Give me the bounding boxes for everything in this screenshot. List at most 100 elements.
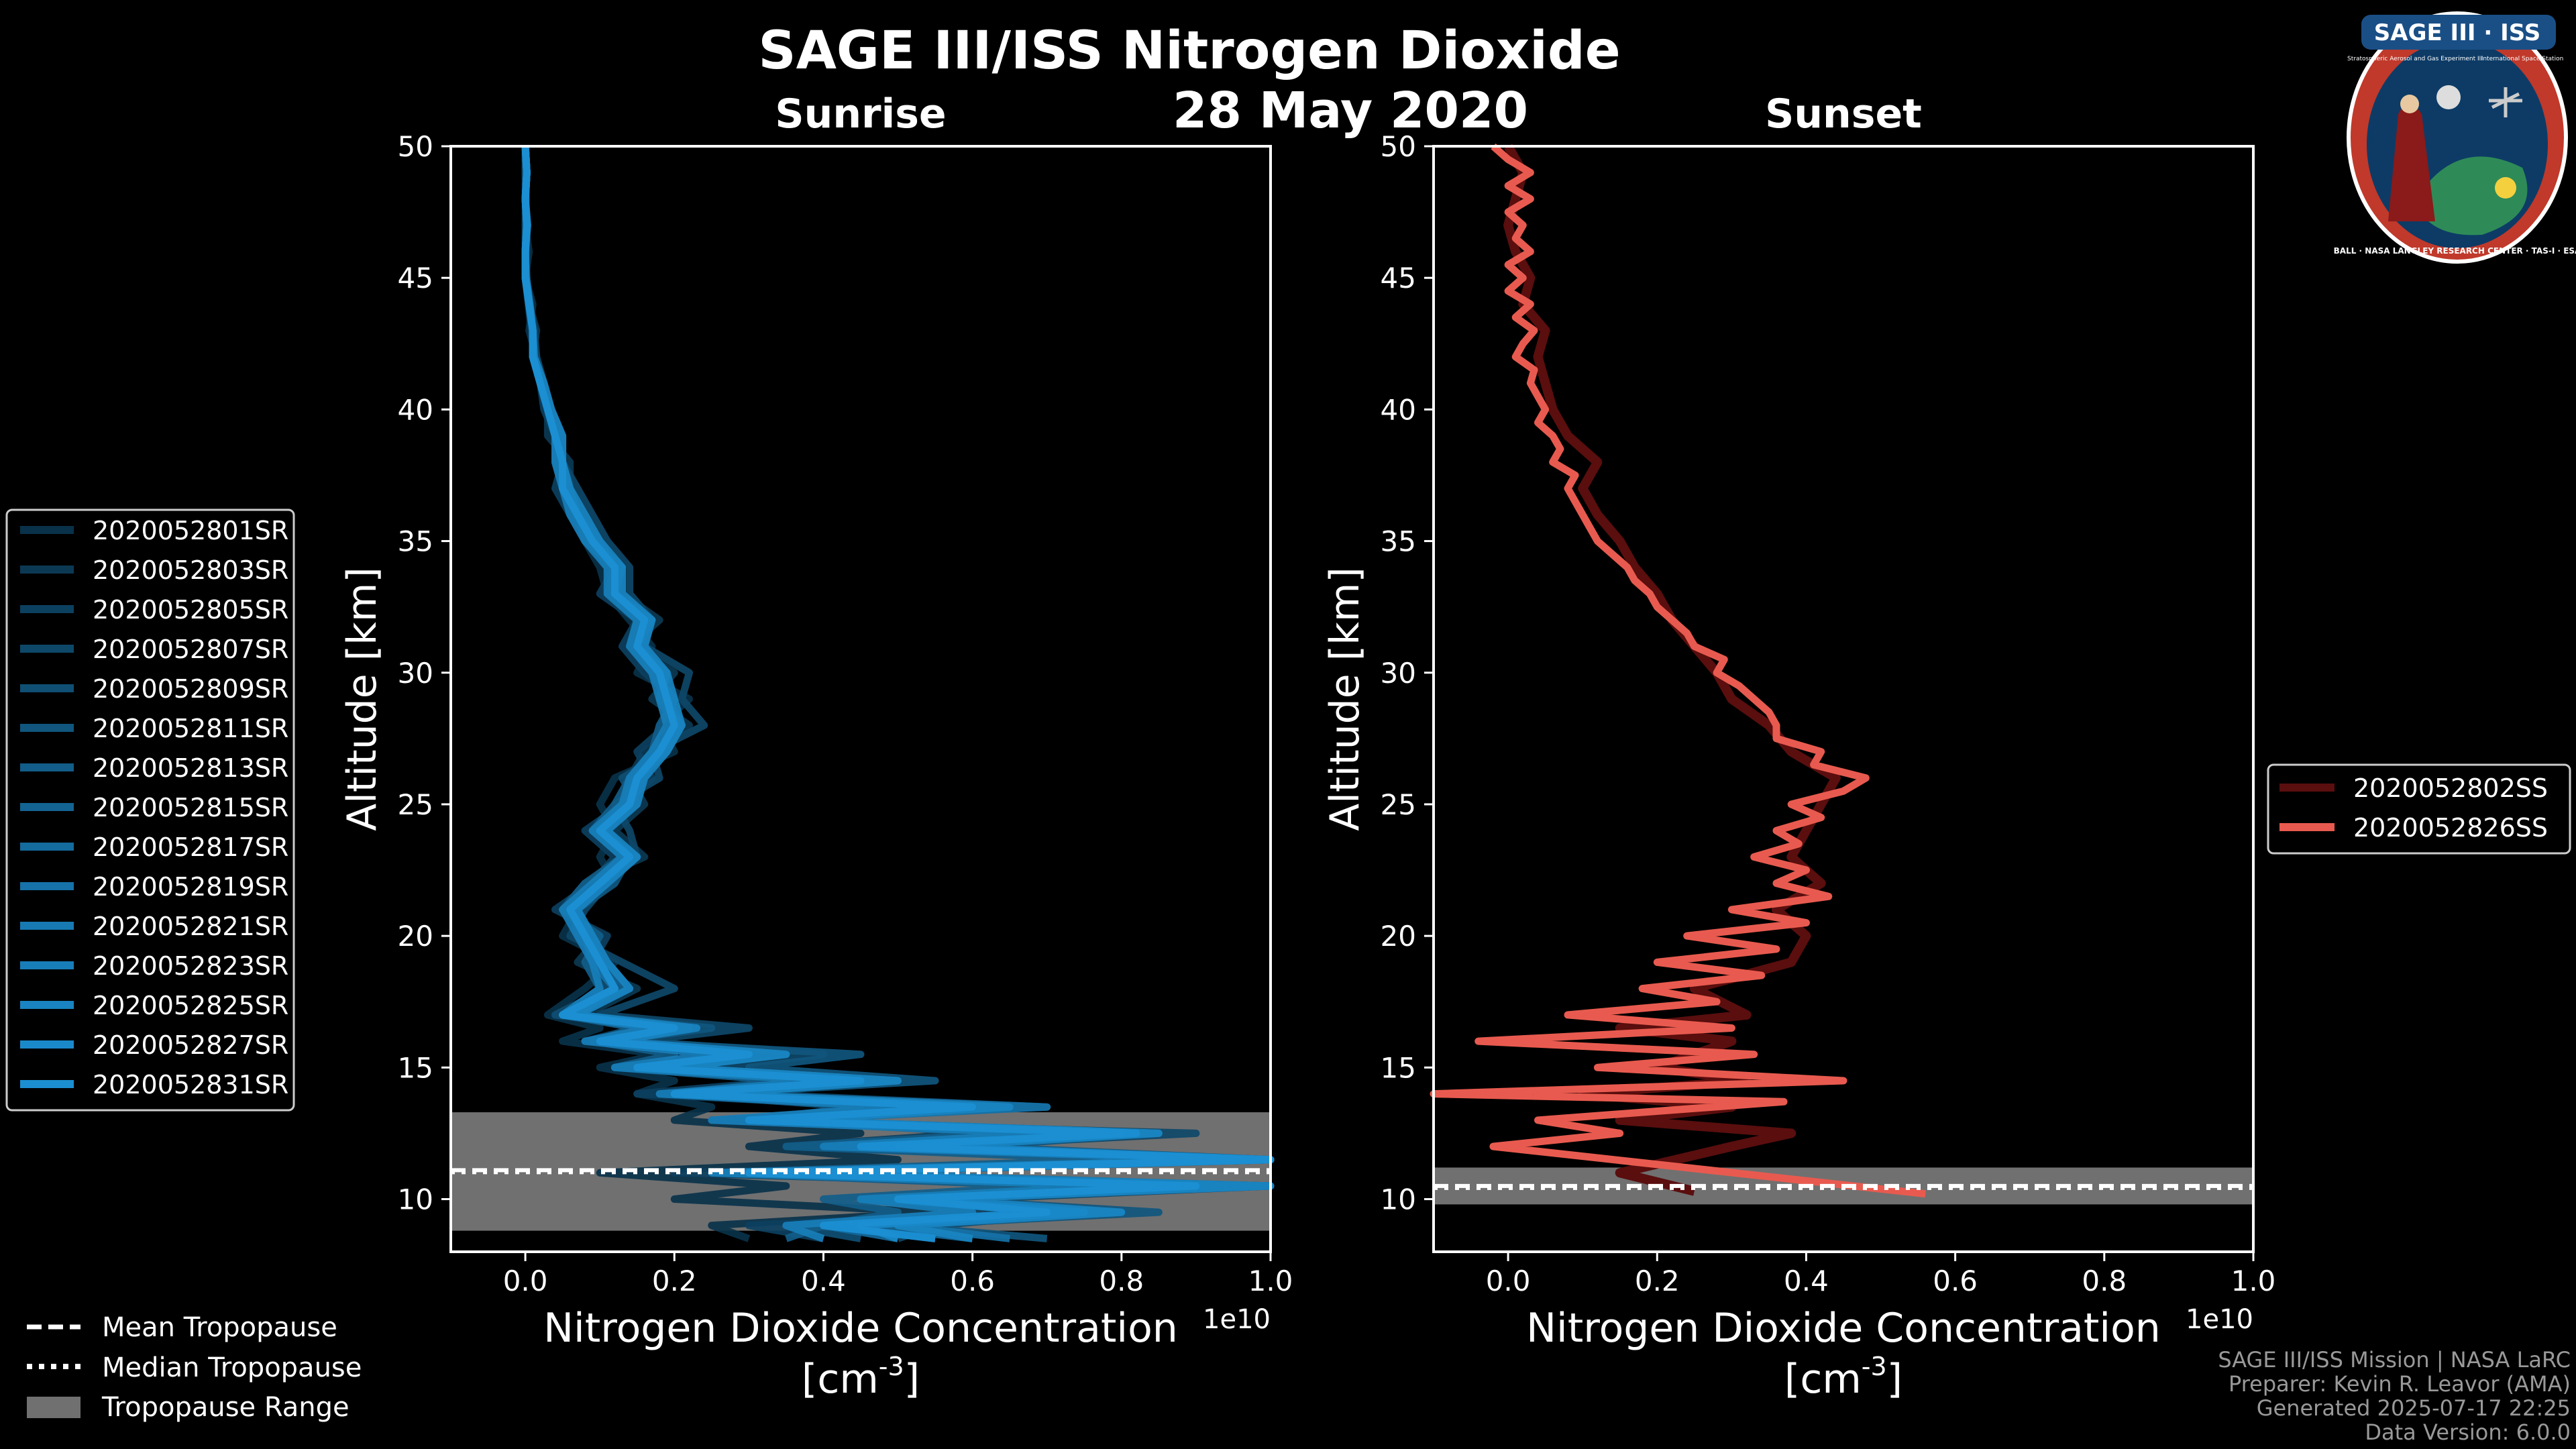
sr-ytick-label: 50 xyxy=(398,130,433,163)
sunrise-legend-label: 2020052825SR xyxy=(93,991,288,1020)
sunset-unit-close: ] xyxy=(1887,1356,1902,1403)
sunset-panel: 0.0 0.2 0.4 0.6 0.8 1.0 10 15 20 25 30 35 40 45 50 1e… xyxy=(1322,130,2275,1403)
ss-ytick-label: 20 xyxy=(1381,920,1416,953)
sunrise-legend-label: 2020052815SR xyxy=(93,793,288,822)
sr-ytick-label: 15 xyxy=(398,1051,433,1084)
sr-ytick-label: 45 xyxy=(398,262,433,294)
sunset-legend-label: 2020052802SS xyxy=(2353,773,2548,803)
logo-astronomer-icon xyxy=(2388,104,2435,221)
sunset-legend: 2020052802SS 2020052826SS xyxy=(2267,763,2571,855)
credit-line-4: Data Version: 6.0.0 xyxy=(2365,1419,2571,1445)
tropopause-legend: Mean Tropopause Median Tropopause Tropop… xyxy=(27,1312,362,1423)
logo-astronomer-head-icon xyxy=(2400,95,2419,113)
ss-ytick-label: 10 xyxy=(1381,1183,1416,1216)
sr-xtick-label: 0.8 xyxy=(1099,1265,1144,1297)
sunrise-panel: 0.0 0.2 0.4 0.6 0.8 1.0 10 15 20 25 30 35 40 45 50 1e… xyxy=(339,130,1293,1403)
sunrise-legend-label: 2020052809SR xyxy=(93,674,288,704)
sr-ytick-label: 20 xyxy=(398,920,433,953)
credits: SAGE III/ISS Mission | NASA LaRC Prepare… xyxy=(2218,1347,2571,1445)
sage-mission-logo: SAGE III · ISS Stratospheric Aerosol and… xyxy=(2334,11,2576,264)
ss-ytick-label: 45 xyxy=(1381,262,1416,294)
sunrise-legend-label: 2020052823SR xyxy=(93,951,288,981)
sr-xtick-label: 0.0 xyxy=(503,1265,548,1297)
credit-line-3: Generated 2025-07-17 22:25 xyxy=(2257,1395,2571,1421)
ss-xtick-label: 0.6 xyxy=(1933,1265,1978,1297)
ss-xtick-label: 1.0 xyxy=(2231,1265,2276,1297)
sunrise-legend-box xyxy=(5,508,295,1112)
sunrise-series-line-2020052831SR xyxy=(521,146,1275,1242)
logo-sun-icon xyxy=(2495,177,2516,199)
sunrise-legend-label: 2020052803SR xyxy=(93,555,288,585)
sr-ytick-label: 30 xyxy=(398,657,433,690)
sr-ytick-label: 25 xyxy=(398,788,433,821)
credit-line-1: SAGE III/ISS Mission | NASA LaRC xyxy=(2218,1347,2571,1373)
ss-ytick-label: 15 xyxy=(1381,1051,1416,1084)
sunrise-legend-label: 2020052807SR xyxy=(93,635,288,664)
sunset-xlabel-unit: [cm-3] xyxy=(1784,1352,1902,1403)
sunrise-legend-label: 2020052805SR xyxy=(93,595,288,625)
sunrise-unit-close: ] xyxy=(904,1356,920,1403)
ss-ytick-label: 50 xyxy=(1381,130,1416,163)
ss-ytick-label: 25 xyxy=(1381,788,1416,821)
logo-ring-text: BALL · NASA LANGLEY RESEARCH CENTER · TA… xyxy=(2334,246,2576,256)
logo-iss-icon xyxy=(2489,87,2522,117)
ss-xtick-label: 0.0 xyxy=(1486,1265,1531,1297)
ss-ytick-label: 30 xyxy=(1381,657,1416,690)
sunset-panel-title: Sunset xyxy=(1765,91,1922,138)
sunset-unit-open: [cm xyxy=(1784,1356,1862,1403)
sr-ytick-label: 35 xyxy=(398,525,433,558)
ss-xtick-label: 0.4 xyxy=(1784,1265,1829,1297)
ss-ytick-label: 35 xyxy=(1381,525,1416,558)
sunrise-legend-label: 2020052817SR xyxy=(93,833,288,862)
sunrise-ylabel: Altitude [km] xyxy=(339,567,386,831)
sunrise-legend-label: 2020052821SR xyxy=(93,912,288,941)
credit-line-2: Preparer: Kevin R. Leavor (AMA) xyxy=(2229,1371,2571,1397)
sunrise-unit-exp: -3 xyxy=(879,1352,904,1381)
sr-ytick-label: 10 xyxy=(398,1183,433,1216)
sunrise-legend: 2020052801SR 2020052803SR 2020052805SR 2020… xyxy=(5,508,295,1112)
sunset-legend-box xyxy=(2267,763,2571,855)
sunrise-xlabel-unit: [cm-3] xyxy=(802,1352,920,1403)
sunrise-legend-label: 2020052819SR xyxy=(93,872,288,902)
sunset-ylabel: Altitude [km] xyxy=(1322,567,1368,831)
logo-small-left: Stratospheric Aerosol and Gas Experiment… xyxy=(2347,56,2483,62)
logo-earth-icon xyxy=(2415,156,2528,235)
main-title: SAGE III/ISS Nitrogen Dioxide xyxy=(758,21,1620,81)
logo-moon-icon xyxy=(2436,85,2461,109)
sunset-xlabel: Nitrogen Dioxide Concentration xyxy=(1526,1305,2161,1352)
ss-ytick-label: 40 xyxy=(1381,393,1416,426)
sunrise-panel-title: Sunrise xyxy=(775,91,946,138)
mean-tropopause-label: Mean Tropopause xyxy=(102,1312,337,1343)
sunrise-offset-text: 1e10 xyxy=(1203,1304,1271,1335)
sunrise-xlabel: Nitrogen Dioxide Concentration xyxy=(543,1305,1178,1352)
sunrise-legend-label: 2020052813SR xyxy=(93,753,288,783)
sunset-unit-exp: -3 xyxy=(1862,1352,1887,1381)
tropopause-range-swatch xyxy=(27,1397,80,1418)
sunrise-legend-label: 2020052831SR xyxy=(93,1070,288,1099)
sunrise-axes-frame xyxy=(449,145,1272,1253)
sr-xtick-label: 0.4 xyxy=(801,1265,846,1297)
sunset-plot-area xyxy=(1434,146,2253,1252)
sunset-legend-label: 2020052826SS xyxy=(2353,813,2548,843)
sr-xtick-label: 0.6 xyxy=(950,1265,995,1297)
sr-ytick-label: 40 xyxy=(398,393,433,426)
ss-xtick-label: 0.8 xyxy=(2082,1265,2127,1297)
sunrise-legend-label: 2020052827SR xyxy=(93,1030,288,1060)
sunset-axes-frame xyxy=(1432,145,2255,1253)
sunrise-unit-open: [cm xyxy=(802,1356,879,1403)
sr-xtick-label: 1.0 xyxy=(1248,1265,1293,1297)
median-tropopause-label: Median Tropopause xyxy=(102,1352,362,1383)
sunrise-plot-area xyxy=(451,146,1271,1252)
sunrise-legend-label: 2020052811SR xyxy=(93,714,288,743)
sunrise-legend-label: 2020052801SR xyxy=(93,516,288,545)
logo-title: SAGE III · ISS xyxy=(2374,19,2540,46)
sr-xtick-label: 0.2 xyxy=(652,1265,697,1297)
logo-small-right: International Space Station xyxy=(2481,56,2564,62)
ss-xtick-label: 0.2 xyxy=(1635,1265,1680,1297)
tropopause-range-label: Tropopause Range xyxy=(101,1392,350,1423)
sunset-series-line-2020052826SS xyxy=(1430,143,1926,1198)
sunset-offset-text: 1e10 xyxy=(2186,1304,2253,1335)
date-title: 28 May 2020 xyxy=(1173,82,1528,140)
logo-title-banner xyxy=(2361,15,2556,50)
